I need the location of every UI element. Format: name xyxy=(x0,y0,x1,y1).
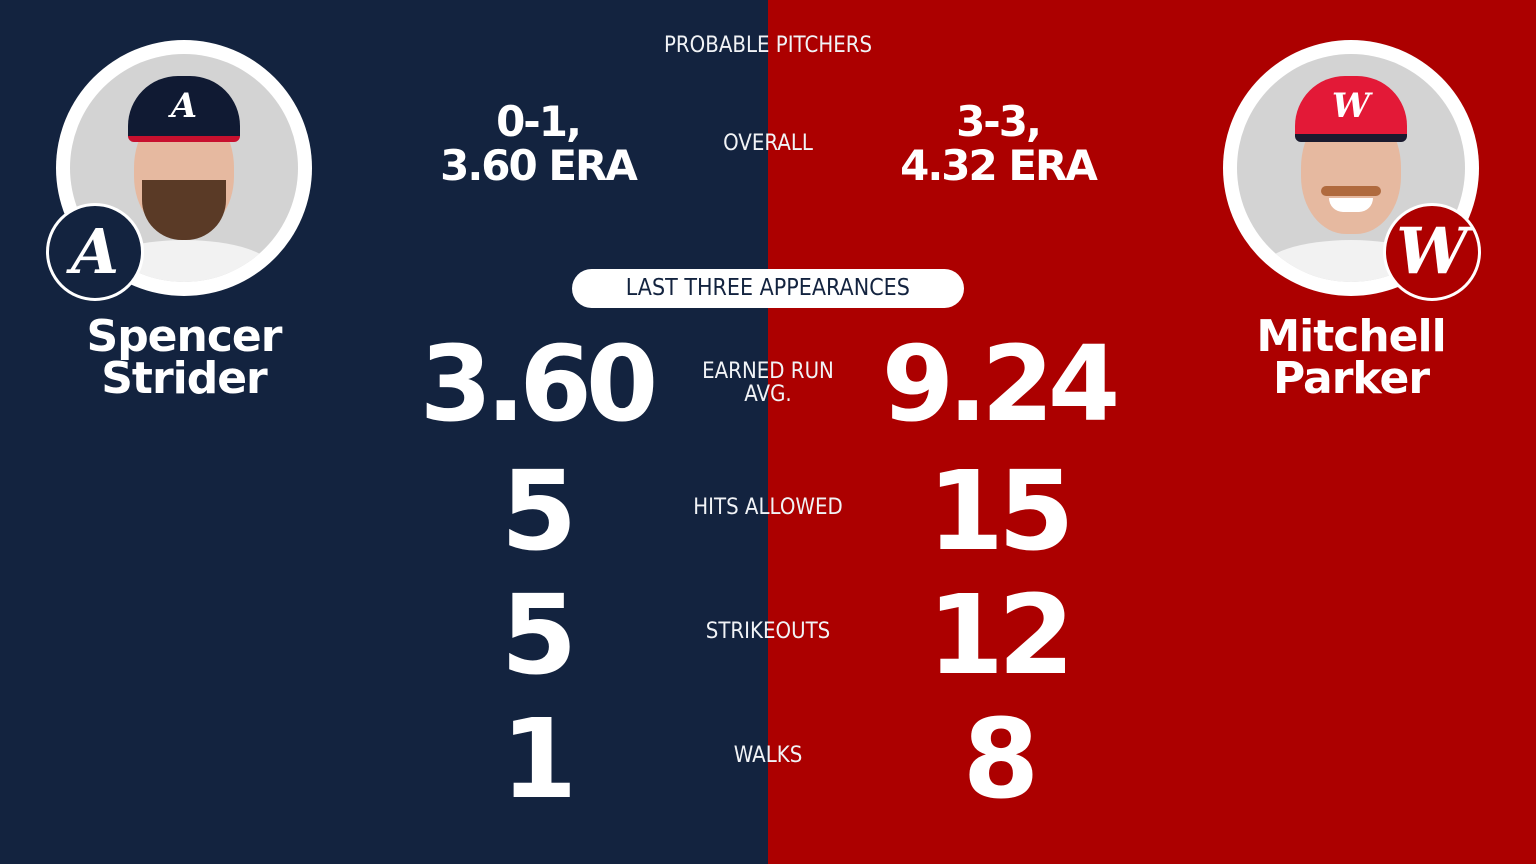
walks-label: WALKS xyxy=(733,743,803,768)
away-hits-value: 5 xyxy=(500,447,578,575)
away-era-value: 3.60 xyxy=(419,323,659,445)
nationals-logo-icon: W xyxy=(1383,203,1481,301)
away-player-name: Spencer Strider xyxy=(86,311,283,404)
hits-label: HITS ALLOWED xyxy=(693,495,843,520)
home-era-value: 9.24 xyxy=(881,323,1121,445)
home-walks-value: 8 xyxy=(962,695,1040,823)
home-strikeouts-value: 12 xyxy=(927,571,1074,699)
home-overall-stat: 3-3, 4.32 ERA xyxy=(900,97,1098,190)
braves-logo-icon: A xyxy=(46,203,144,301)
home-hits-value: 15 xyxy=(927,447,1074,575)
overall-label: OVERALL xyxy=(723,131,813,156)
strikeouts-label: STRIKEOUTS xyxy=(705,619,831,644)
era-label: EARNED RUN AVG. xyxy=(702,359,834,408)
section-pill: LAST THREE APPEARANCES xyxy=(572,269,964,308)
away-walks-value: 1 xyxy=(500,695,578,823)
away-overall-stat: 0-1, 3.60 ERA xyxy=(440,97,638,190)
home-player-name: Mitchell Parker xyxy=(1256,311,1446,404)
page-title: PROBABLE PITCHERS xyxy=(663,33,873,58)
away-strikeouts-value: 5 xyxy=(500,571,578,699)
